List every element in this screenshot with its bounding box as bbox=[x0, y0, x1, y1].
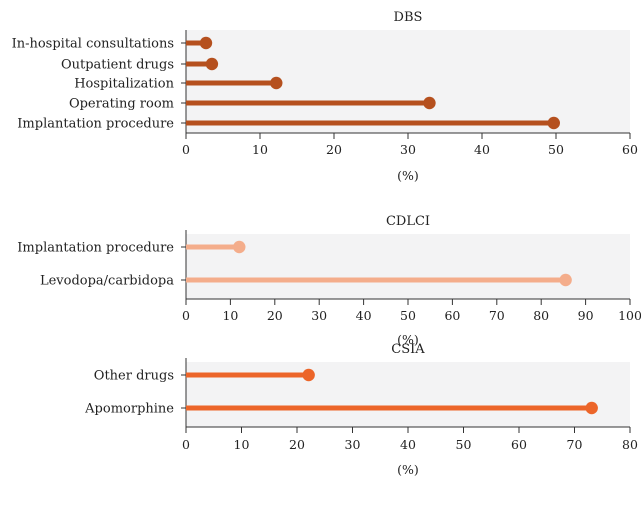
chart-title: CDLCI bbox=[386, 214, 430, 229]
x-tick-label: 60 bbox=[444, 308, 460, 323]
x-tick-label: 20 bbox=[267, 308, 283, 323]
x-tick-label: 70 bbox=[567, 437, 583, 452]
lollipop-dot bbox=[559, 273, 572, 287]
category-label: Hospitalization bbox=[74, 77, 174, 92]
category-label: Other drugs bbox=[94, 369, 174, 384]
x-tick-label: 30 bbox=[311, 308, 327, 323]
x-tick-label: 60 bbox=[622, 142, 638, 157]
x-tick-label: 50 bbox=[456, 437, 472, 452]
x-tick-label: 40 bbox=[356, 308, 372, 323]
x-tick-label: 10 bbox=[234, 437, 250, 452]
x-tick-label: 10 bbox=[222, 308, 238, 323]
lollipop-dot bbox=[585, 401, 598, 415]
x-tick-label: 80 bbox=[533, 308, 549, 323]
x-tick-label: 10 bbox=[252, 142, 268, 157]
x-tick-label: 70 bbox=[489, 308, 505, 323]
chart-title: DBS bbox=[394, 10, 423, 25]
category-label: Levodopa/carbidopa bbox=[40, 274, 174, 289]
chart-panel-dbs: DBS 0 10 20 30 40 50 60 (%) In-hospital consultat… bbox=[12, 10, 638, 183]
chart-panel-csia: CSIA 0 10 20 30 40 50 60 70 80 (%) Other drugs Apomo… bbox=[84, 342, 638, 477]
x-tick-label: 60 bbox=[511, 437, 527, 452]
x-tick-label: 50 bbox=[548, 142, 564, 157]
x-tick-label: 0 bbox=[182, 142, 190, 157]
lollipop-dot bbox=[199, 36, 213, 50]
x-axis-label: (%) bbox=[397, 462, 419, 477]
lollipop-dot bbox=[270, 76, 283, 90]
lollipop-dot bbox=[547, 116, 560, 130]
plot-background bbox=[186, 234, 630, 299]
chart-panel-cdlci: CDLCI 0 10 20 30 40 50 60 70 80 90 100 (%) Implantati… bbox=[17, 214, 641, 347]
category-label: Operating room bbox=[69, 97, 174, 112]
lollipop-dot bbox=[423, 96, 436, 110]
x-tick-label: 80 bbox=[622, 437, 638, 452]
x-tick-label: 40 bbox=[474, 142, 490, 157]
x-tick-label: 30 bbox=[345, 437, 361, 452]
category-label: In-hospital consultations bbox=[12, 37, 174, 52]
x-tick-label: 20 bbox=[289, 437, 305, 452]
x-tick-label: 90 bbox=[578, 308, 594, 323]
category-label: Implantation procedure bbox=[17, 117, 174, 132]
x-tick-label: 30 bbox=[400, 142, 416, 157]
x-axis-label: (%) bbox=[397, 332, 419, 347]
lollipop-dot bbox=[302, 368, 315, 382]
x-tick-label: 0 bbox=[182, 308, 190, 323]
category-label: Apomorphine bbox=[84, 402, 174, 417]
x-tick-label: 20 bbox=[326, 142, 342, 157]
chart-title: CSIA bbox=[391, 342, 425, 357]
x-axis-label: (%) bbox=[397, 168, 419, 183]
x-tick-label: 100 bbox=[618, 308, 641, 323]
x-tick-label: 50 bbox=[400, 308, 416, 323]
plot-background bbox=[186, 362, 630, 427]
category-label: Outpatient drugs bbox=[61, 58, 174, 73]
lollipop-dot bbox=[205, 57, 219, 71]
category-label: Implantation procedure bbox=[17, 241, 174, 256]
x-tick-label: 40 bbox=[400, 437, 416, 452]
x-tick-label: 0 bbox=[182, 437, 190, 452]
lollipop-dot bbox=[233, 240, 246, 254]
